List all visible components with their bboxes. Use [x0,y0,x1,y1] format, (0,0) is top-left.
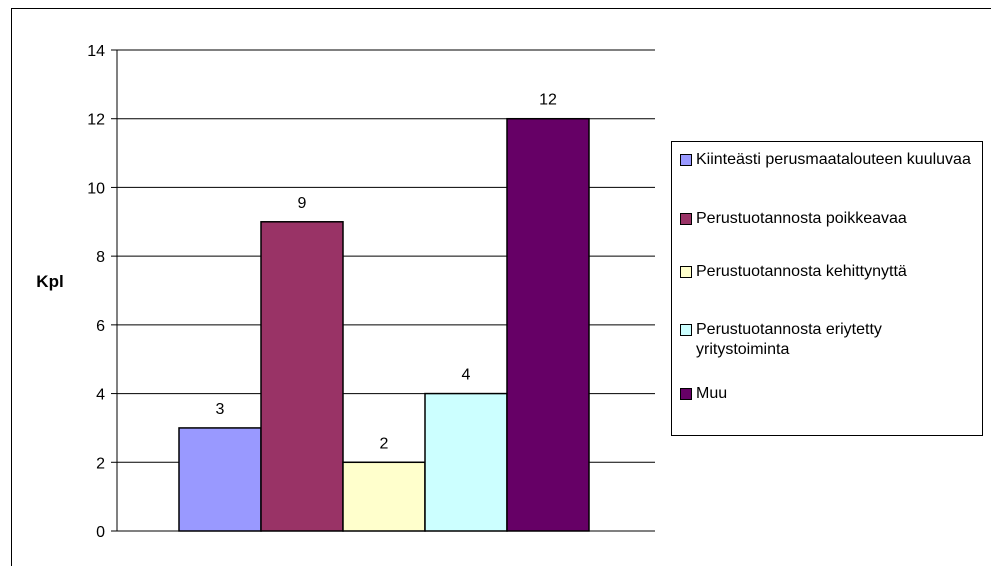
legend-swatch [680,154,692,166]
legend-item: Perustuotannosta eriytetty yritystoimint… [680,320,974,360]
y-tick-label: 14 [87,43,105,60]
chart-frame-left-border [11,8,12,566]
y-tick-label: 6 [96,318,105,335]
bar-data-label: 9 [298,195,307,212]
legend-label: Muu [696,385,728,402]
legend-swatch [680,266,692,278]
legend-swatch [680,213,692,225]
legend-swatch [680,388,692,400]
y-tick-label: 10 [87,180,105,197]
chart-frame-top-border [11,8,991,9]
bar [506,117,590,532]
legend-label: Kiinteästi perusmaatalouteen kuuluvaa [696,151,971,168]
bar [178,427,262,532]
y-tick-label: 12 [87,112,105,129]
bar-data-label: 12 [539,92,557,109]
y-tick-label: 2 [96,455,105,472]
bar-data-label: 2 [380,435,389,452]
legend-swatch [680,324,692,336]
legend-item: Perustuotannosta kehittynyttä [680,262,974,282]
bars [178,117,590,532]
bar [424,392,508,532]
y-axis-ticks: 0 2 4 6 8 10 12 14 [87,43,117,541]
legend-item: Muu [680,384,974,404]
bar [260,221,344,532]
legend-item: Kiinteästi perusmaatalouteen kuuluvaa [680,150,974,170]
y-tick-label: 8 [96,249,105,266]
y-tick-label: 0 [96,524,105,541]
bar [342,461,426,532]
y-tick-label: 4 [96,387,105,404]
bar-data-label: 3 [216,401,225,418]
legend-label: Perustuotannosta poikkeavaa [696,210,907,227]
y-axis-label: Kpl [36,272,63,291]
legend: Kiinteästi perusmaatalouteen kuuluvaa Per… [671,141,983,436]
bar-data-label: 4 [462,367,471,384]
legend-label: Perustuotannosta kehittynyttä [696,263,907,280]
legend-item: Perustuotannosta poikkeavaa [680,209,974,229]
legend-label: Perustuotannosta eriytetty yritystoimint… [696,321,882,358]
bar-data-labels: 3 9 2 4 12 [216,92,557,453]
